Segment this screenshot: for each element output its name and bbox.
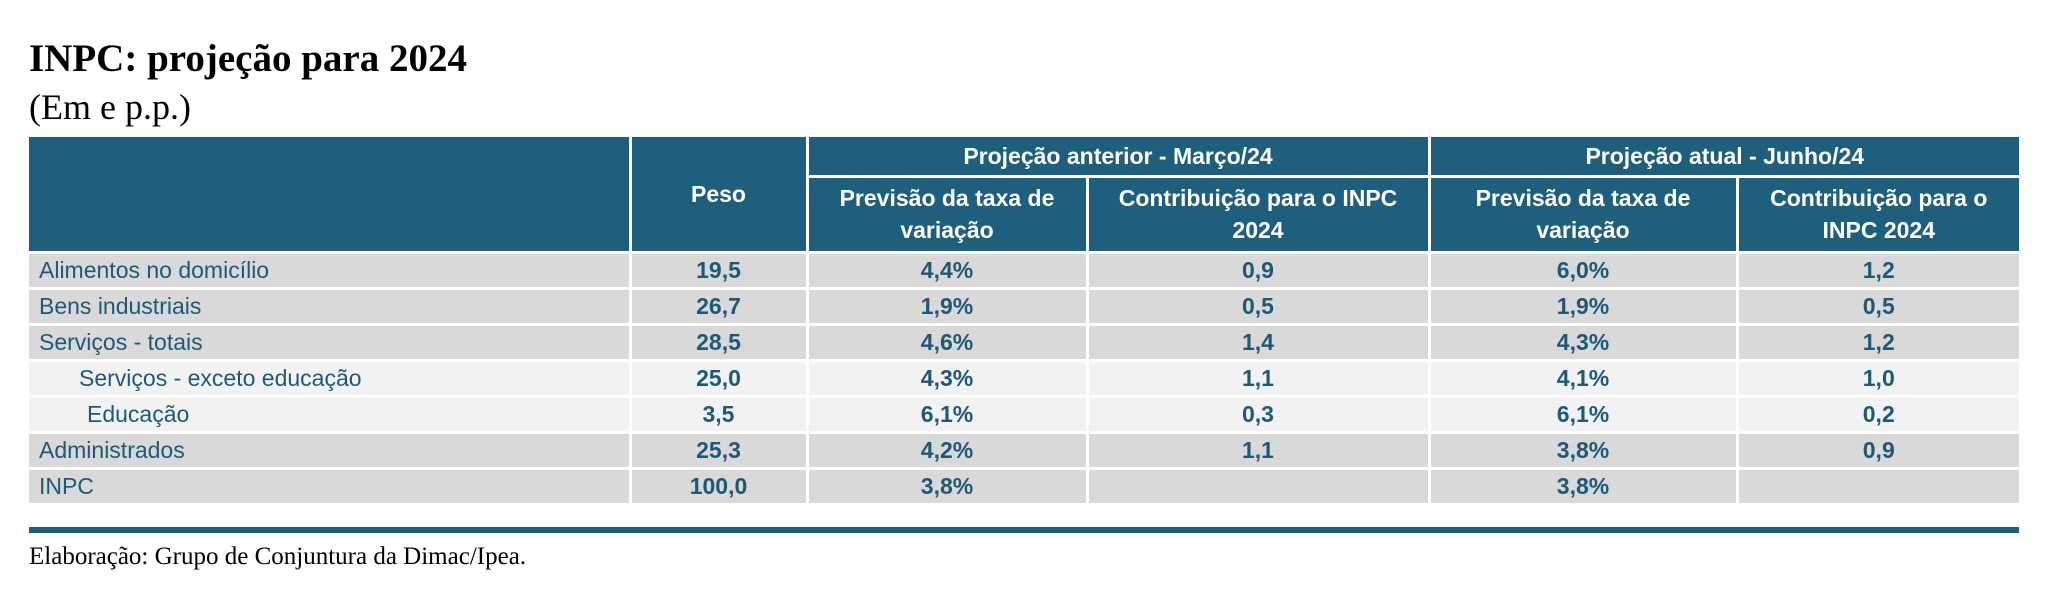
cell-prev-rate: 6,1%: [805, 394, 1089, 434]
table-title: INPC: projeção para 2024: [29, 37, 467, 80]
cell-prev-rate: 3,8%: [805, 466, 1089, 506]
row-label: Serviços - exceto educação: [29, 358, 632, 398]
table-row: Alimentos no domicílio 19,5 4,4% 0,9 6,0…: [29, 250, 2020, 290]
cell-peso: 100,0: [628, 466, 809, 506]
row-label: Serviços - totais: [29, 322, 632, 362]
row-label: Bens industriais: [29, 286, 632, 326]
cell-peso: 19,5: [628, 250, 809, 290]
table-row: Educação 3,5 6,1% 0,3 6,1% 0,2: [29, 394, 2020, 434]
header-curr-rate: Previsão da taxa de variação: [1427, 176, 1739, 254]
bottom-rule: [29, 527, 2019, 533]
cell-curr-contrib: 0,2: [1735, 394, 2020, 434]
table-row: Serviços - exceto educação 25,0 4,3% 1,1…: [29, 358, 2020, 398]
cell-prev-contrib: 0,3: [1085, 394, 1431, 434]
row-label: Educação: [29, 394, 632, 434]
table-row: Bens industriais 26,7 1,9% 0,5 1,9% 0,5: [29, 286, 2020, 326]
cell-peso: 3,5: [628, 394, 809, 434]
inpc-projection-table: Peso Projeção anterior - Março/24 Projeç…: [29, 137, 2020, 506]
cell-prev-contrib: 1,4: [1085, 322, 1431, 362]
cell-peso: 25,3: [628, 430, 809, 470]
row-label: Alimentos no domicílio: [29, 250, 632, 290]
cell-prev-contrib: [1085, 466, 1431, 506]
cell-curr-contrib: 1,0: [1735, 358, 2020, 398]
header-group-current: Projeção atual - Junho/24: [1427, 137, 2020, 178]
table-row: INPC 100,0 3,8% 3,8%: [29, 466, 2020, 506]
cell-curr-rate: 4,1%: [1427, 358, 1739, 398]
header-curr-contrib: Contribuição para o INPC 2024: [1735, 176, 2020, 254]
cell-peso: 25,0: [628, 358, 809, 398]
cell-prev-contrib: 1,1: [1085, 430, 1431, 470]
header-group-previous: Projeção anterior - Março/24: [805, 137, 1431, 178]
table-subtitle: (Em e p.p.): [29, 87, 191, 127]
header-prev-rate: Previsão da taxa de variação: [805, 176, 1089, 254]
cell-curr-contrib: 1,2: [1735, 322, 2020, 362]
cell-curr-rate: 3,8%: [1427, 430, 1739, 470]
table-row: Serviços - totais 28,5 4,6% 1,4 4,3% 1,2: [29, 322, 2020, 362]
cell-prev-rate: 4,6%: [805, 322, 1089, 362]
cell-curr-contrib: [1735, 466, 2020, 506]
cell-peso: 28,5: [628, 322, 809, 362]
cell-peso: 26,7: [628, 286, 809, 326]
cell-curr-rate: 4,3%: [1427, 322, 1739, 362]
cell-curr-rate: 6,0%: [1427, 250, 1739, 290]
cell-prev-rate: 4,4%: [805, 250, 1089, 290]
footnote: Elaboração: Grupo de Conjuntura da Dimac…: [29, 543, 527, 570]
row-label: Administrados: [29, 430, 632, 470]
cell-prev-contrib: 0,9: [1085, 250, 1431, 290]
table-row: Administrados 25,3 4,2% 1,1 3,8% 0,9: [29, 430, 2020, 470]
cell-prev-rate: 1,9%: [805, 286, 1089, 326]
header-prev-contrib: Contribuição para o INPC 2024: [1085, 176, 1431, 254]
cell-curr-rate: 3,8%: [1427, 466, 1739, 506]
cell-curr-rate: 6,1%: [1427, 394, 1739, 434]
cell-prev-contrib: 1,1: [1085, 358, 1431, 398]
cell-prev-contrib: 0,5: [1085, 286, 1431, 326]
header-peso: Peso: [628, 137, 809, 254]
cell-curr-contrib: 0,9: [1735, 430, 2020, 470]
cell-curr-contrib: 1,2: [1735, 250, 2020, 290]
cell-prev-rate: 4,2%: [805, 430, 1089, 470]
header-blank: [29, 137, 632, 254]
cell-curr-rate: 1,9%: [1427, 286, 1739, 326]
cell-curr-contrib: 0,5: [1735, 286, 2020, 326]
cell-prev-rate: 4,3%: [805, 358, 1089, 398]
row-label: INPC: [29, 466, 632, 506]
